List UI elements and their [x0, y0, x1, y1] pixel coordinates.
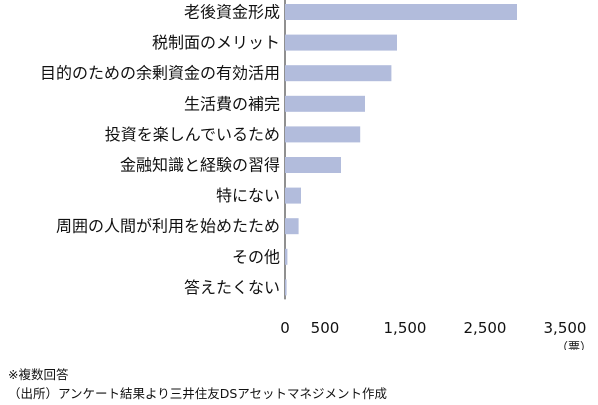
bar [285, 95, 365, 112]
category-label: 老後資金形成 [184, 3, 280, 22]
bar [285, 65, 392, 82]
x-tick-label: 500 [311, 319, 340, 337]
x-axis-unit-label: （票） [556, 340, 592, 350]
x-tick-label: 2,500 [464, 319, 507, 337]
category-label: その他 [232, 247, 280, 266]
category-label: 金融知識と経験の習得 [120, 156, 280, 175]
category-label: 周囲の人間が利用を始めたため [56, 217, 280, 236]
bar [285, 187, 301, 204]
bar [285, 126, 361, 143]
category-label: 投資を楽しんでいるため [105, 125, 280, 144]
bar [285, 34, 397, 51]
category-labels: 老後資金形成税制面のメリット目的のための余剰資金の有効活用生活費の補完投資を楽し… [40, 3, 280, 297]
x-tick-label: 1,500 [384, 319, 427, 337]
footnote-multiple-answers: ※複数回答 [8, 367, 69, 382]
x-tick-label: 3,500 [544, 319, 587, 337]
category-label: 答えたくない [184, 278, 280, 297]
bar [285, 218, 299, 235]
category-label: 特にない [216, 186, 280, 205]
bar [285, 157, 341, 173]
x-tick-label: 0 [280, 319, 290, 337]
bar [285, 279, 287, 296]
bar-chart: 老後資金形成税制面のメリット目的のための余剰資金の有効活用生活費の補完投資を楽し… [40, 0, 592, 350]
category-label: 税制面のメリット [152, 33, 280, 52]
category-label: 目的のための余剰資金の有効活用 [40, 64, 280, 83]
bar [285, 4, 517, 20]
x-tick-labels: 0 500 1,500 2,500 3,500 [280, 319, 586, 337]
bar [285, 248, 288, 265]
bars [285, 4, 517, 296]
category-label: 生活費の補完 [184, 94, 280, 113]
footnote-source: （出所）アンケート結果より三井住友DSアセットマネジメント作成 [8, 386, 388, 401]
